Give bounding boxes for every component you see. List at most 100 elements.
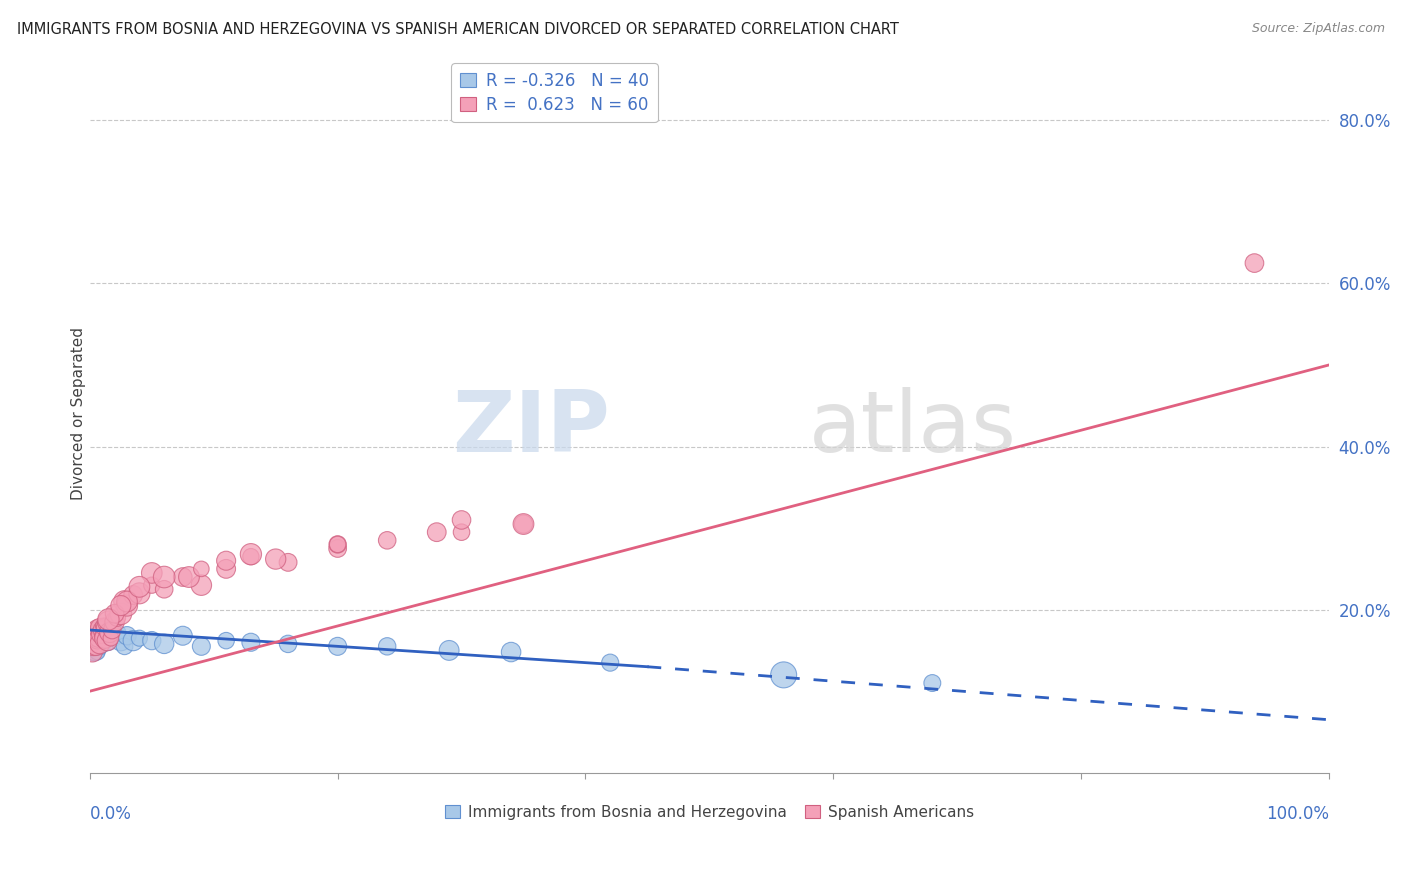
Point: [100, 631, 122, 645]
Point: [375, 640, 398, 654]
Point: [91, 629, 114, 643]
Point: [91, 637, 114, 651]
Text: atlas: atlas: [808, 387, 1017, 470]
Point: [105, 627, 128, 641]
Point: [82, 645, 104, 659]
Point: [90, 633, 112, 648]
Point: [101, 623, 124, 637]
Point: [264, 552, 287, 566]
Point: [86, 633, 108, 648]
Point: [91, 625, 114, 640]
Point: [114, 640, 136, 654]
Point: [86, 637, 108, 651]
Point: [93, 631, 115, 645]
Point: [84, 640, 107, 654]
Point: [375, 533, 398, 548]
Point: [101, 625, 124, 640]
Point: [84, 640, 107, 654]
Point: [172, 570, 194, 584]
Point: [277, 637, 299, 651]
Point: [84, 629, 107, 643]
Point: [326, 640, 349, 654]
Point: [90, 627, 112, 641]
Point: [93, 619, 115, 633]
Point: [93, 631, 115, 645]
Point: [89, 627, 111, 641]
Point: [437, 643, 460, 657]
Point: [89, 637, 111, 651]
Point: [1243, 256, 1265, 270]
Point: [83, 633, 105, 648]
Point: [110, 633, 132, 648]
Point: [91, 623, 114, 637]
Point: [105, 611, 128, 625]
Point: [87, 640, 110, 654]
Point: [97, 615, 120, 629]
Point: [104, 607, 127, 621]
Point: [115, 594, 138, 608]
Point: [86, 645, 108, 659]
Point: [512, 516, 534, 531]
Point: [82, 640, 104, 654]
Point: [215, 554, 238, 568]
Text: 0.0%: 0.0%: [90, 805, 132, 823]
Point: [83, 631, 105, 645]
Point: [86, 623, 108, 637]
Point: [426, 525, 449, 540]
Text: Source: ZipAtlas.com: Source: ZipAtlas.com: [1251, 22, 1385, 36]
Point: [141, 578, 163, 592]
Point: [128, 586, 150, 600]
Point: [599, 656, 621, 670]
Point: [115, 629, 138, 643]
Point: [512, 516, 534, 531]
Point: [326, 537, 349, 551]
Point: [96, 633, 118, 648]
Point: [98, 629, 121, 643]
Point: [82, 633, 104, 648]
Point: [141, 566, 163, 580]
Point: [239, 635, 262, 649]
Point: [80, 637, 103, 651]
Y-axis label: Divorced or Separated: Divorced or Separated: [72, 327, 86, 500]
Point: [94, 621, 117, 635]
Point: [239, 547, 262, 561]
Point: [122, 588, 145, 602]
Point: [128, 631, 150, 645]
Point: [921, 676, 943, 690]
Point: [177, 570, 200, 584]
Point: [239, 549, 262, 564]
Point: [772, 668, 794, 682]
Point: [98, 625, 121, 640]
Point: [83, 645, 105, 659]
Point: [172, 629, 194, 643]
Point: [128, 580, 150, 594]
Text: 100.0%: 100.0%: [1265, 805, 1329, 823]
Point: [97, 635, 120, 649]
Point: [215, 633, 238, 648]
Point: [94, 623, 117, 637]
Point: [277, 555, 299, 569]
Point: [83, 635, 105, 649]
Text: ZIP: ZIP: [453, 387, 610, 470]
Point: [104, 615, 127, 629]
Point: [190, 562, 212, 576]
Point: [153, 637, 176, 651]
Point: [450, 525, 472, 540]
Point: [97, 612, 120, 626]
Point: [153, 582, 176, 597]
Point: [326, 537, 349, 551]
Point: [104, 631, 127, 645]
Point: [87, 631, 110, 645]
Point: [215, 562, 238, 576]
Text: IMMIGRANTS FROM BOSNIA AND HERZEGOVINA VS SPANISH AMERICAN DIVORCED OR SEPARATED: IMMIGRANTS FROM BOSNIA AND HERZEGOVINA V…: [17, 22, 898, 37]
Point: [122, 633, 145, 648]
Point: [501, 645, 523, 659]
Point: [84, 631, 107, 645]
Point: [114, 594, 136, 608]
Point: [153, 570, 176, 584]
Point: [83, 643, 105, 657]
Legend: Immigrants from Bosnia and Herzegovina, Spanish Americans: Immigrants from Bosnia and Herzegovina, …: [439, 799, 980, 826]
Point: [326, 541, 349, 556]
Point: [450, 513, 472, 527]
Point: [141, 633, 163, 648]
